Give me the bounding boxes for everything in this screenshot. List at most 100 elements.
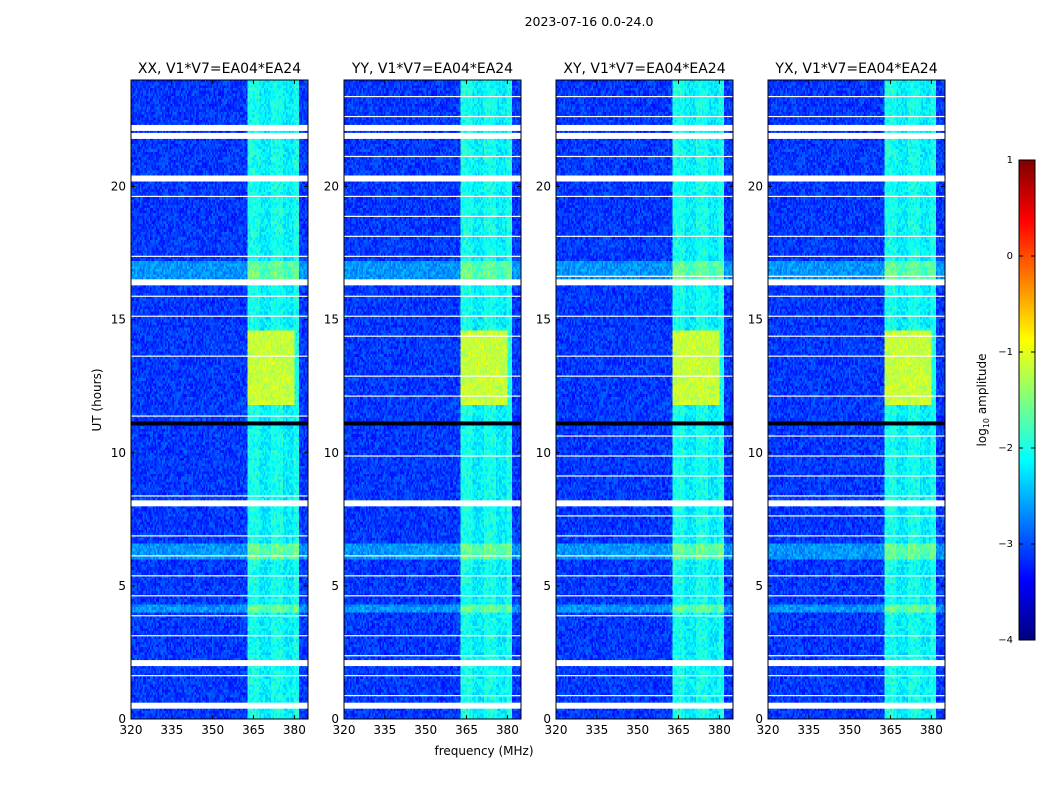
flagged-line (131, 615, 308, 617)
flagged-line (556, 535, 733, 537)
y-axis-label: UT (hours) (90, 368, 104, 431)
flagged-line (768, 595, 945, 597)
colorbar-tick-label: −4 (998, 635, 1013, 646)
flagged-row (556, 124, 733, 131)
y-tick-label: 5 (755, 579, 763, 593)
flagged-line (768, 575, 945, 577)
x-tick-label: 365 (242, 723, 265, 737)
y-tick-label: 0 (755, 712, 763, 726)
flagged-line (131, 135, 308, 138)
y-tick-label: 20 (536, 180, 551, 194)
dark-row (344, 421, 521, 426)
flagged-line (556, 375, 733, 377)
x-tick-label: 350 (414, 723, 437, 737)
colorbar-tick-label: −1 (998, 347, 1013, 358)
panel-yy: YY, V1*V7=EA04*EA24 320 335 350 365 380 0 5 10 15… (324, 61, 522, 737)
flagged-row (131, 660, 308, 667)
flagged-line (344, 335, 521, 337)
flagged-line (344, 295, 521, 297)
flagged-line (556, 175, 733, 178)
flagged-row (556, 279, 733, 286)
x-tick-label: 380 (708, 723, 731, 737)
heatmap-image (556, 80, 733, 719)
dark-row (556, 421, 733, 426)
flagged-line (768, 535, 945, 537)
colorbar-label-main: log (975, 428, 989, 446)
flagged-row (556, 500, 733, 507)
y-tick-label: 0 (118, 712, 126, 726)
heatmap-image (131, 80, 308, 719)
flagged-line (768, 295, 945, 297)
flagged-line (344, 595, 521, 597)
flagged-line (556, 475, 733, 477)
y-tick-label: 10 (111, 446, 126, 460)
flagged-line (768, 655, 945, 657)
flagged-row (768, 279, 945, 286)
flagged-line (131, 535, 308, 537)
flagged-line (131, 295, 308, 297)
flagged-line (344, 455, 521, 457)
panel-title: XX, V1*V7=EA04*EA24 (138, 61, 301, 77)
x-tick-label: 365 (667, 723, 690, 737)
panels-group: XX, V1*V7=EA04*EA24 320 335 350 365 380 0 5 10 15… (111, 61, 946, 737)
flagged-line (556, 675, 733, 677)
panel-frame (343, 79, 522, 720)
flagged-row (131, 702, 308, 709)
flagged-row (344, 500, 521, 507)
x-tick-label: 365 (879, 723, 902, 737)
flagged-line (768, 435, 945, 437)
dark-row (131, 421, 308, 426)
panel-frame (767, 79, 946, 720)
flagged-row (768, 124, 945, 131)
flagged-line (344, 235, 521, 237)
flagged-row (344, 702, 521, 709)
flagged-line (768, 455, 945, 457)
x-tick-label: 350 (626, 723, 649, 737)
flagged-line (556, 155, 733, 158)
flagged-line (768, 235, 945, 237)
flagged-line (131, 255, 308, 257)
x-tick-label: 350 (838, 723, 861, 737)
flagged-line (768, 695, 945, 697)
flagged-line (768, 495, 945, 497)
colorbar-tick-label: −2 (998, 443, 1013, 454)
flagged-line (556, 595, 733, 597)
flagged-line (768, 675, 945, 677)
flagged-line (556, 135, 733, 138)
x-tick-label: 320 (757, 723, 780, 737)
x-tick-label: 320 (333, 723, 356, 737)
x-tick-label: 320 (120, 723, 143, 737)
flagged-line (556, 615, 733, 617)
flagged-line (556, 455, 733, 457)
flagged-line (344, 655, 521, 657)
flagged-line (768, 335, 945, 337)
y-tick-label: 0 (331, 712, 339, 726)
y-tick-label: 10 (536, 446, 551, 460)
x-tick-label: 380 (496, 723, 519, 737)
flagged-line (768, 195, 945, 198)
panel-xx: XX, V1*V7=EA04*EA24 320 335 350 365 380 0 5 10 15… (111, 61, 309, 737)
flagged-line (556, 515, 733, 517)
y-tick-label: 5 (118, 579, 126, 593)
flagged-line (131, 355, 308, 357)
y-tick-label: 15 (748, 313, 763, 327)
flagged-row (344, 279, 521, 286)
flagged-line (131, 675, 308, 677)
y-tick-label: 10 (748, 446, 763, 460)
flagged-line (344, 155, 521, 158)
flagged-line (131, 195, 308, 198)
x-tick-label: 335 (585, 723, 608, 737)
y-tick-label: 10 (324, 446, 339, 460)
flagged-row (556, 660, 733, 667)
flagged-line (131, 315, 308, 317)
flagged-line (344, 215, 521, 217)
x-tick-label: 380 (920, 723, 943, 737)
flagged-line (556, 355, 733, 357)
y-tick-label: 15 (536, 313, 551, 327)
x-tick-label: 335 (160, 723, 183, 737)
flagged-line (556, 695, 733, 697)
flagged-line (344, 175, 521, 178)
flagged-row (768, 500, 945, 507)
y-tick-label: 0 (543, 712, 551, 726)
